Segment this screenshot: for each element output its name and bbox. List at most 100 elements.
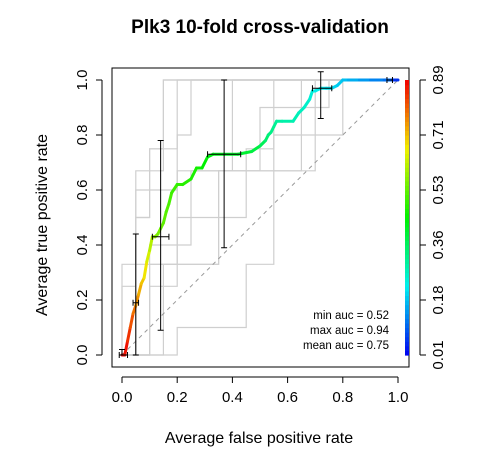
average-curve-segment <box>161 210 168 225</box>
chart-title: Plk3 10-fold cross-validation <box>131 17 389 38</box>
colorbar-segment <box>405 185 409 191</box>
y-tick-label: 0.8 <box>74 125 91 146</box>
y-axis-label: Average true positive rate <box>34 134 51 316</box>
colorbar-segment <box>405 80 409 86</box>
colorbar-segment <box>405 290 409 297</box>
error-bar-4 <box>207 79 242 249</box>
colorbar-segment <box>405 336 409 342</box>
average-curve-segment <box>189 166 199 181</box>
max-auc-annotation: max auc = 0.94 <box>310 325 390 337</box>
colorbar-segment <box>405 313 409 319</box>
average-curve-segment <box>302 97 312 109</box>
x-tick-label: 0.8 <box>332 389 353 406</box>
average-curve-segment <box>123 339 130 357</box>
colorbar-segment <box>405 245 409 251</box>
colorbar-segment <box>405 171 409 177</box>
average-curve-segment <box>167 191 174 206</box>
colorbar-segment <box>405 176 409 182</box>
average-curve-segment <box>145 249 152 263</box>
colorbar-segment <box>405 98 409 104</box>
average-curve-segment <box>250 144 262 153</box>
error-bar-1 <box>118 349 129 358</box>
colorbar <box>405 80 409 356</box>
colorbar-segment <box>405 148 409 154</box>
average-curve-segment <box>128 312 135 329</box>
y-tick-label: 0.2 <box>74 290 91 311</box>
colorbar-tick-label: 0.18 <box>430 285 447 314</box>
error-bar-5 <box>311 71 333 119</box>
x-tick-label: 0.4 <box>222 389 243 406</box>
x-tick-label: 0.2 <box>167 389 188 406</box>
colorbar-tick-label: 0.53 <box>430 175 447 204</box>
colorbar-segment <box>405 272 409 278</box>
average-curve-segment <box>137 282 143 296</box>
colorbar-segment <box>405 121 409 127</box>
colorbar-segment <box>405 203 409 209</box>
colorbar-segment <box>405 345 409 352</box>
min-auc-annotation: min auc = 0.52 <box>313 310 389 322</box>
colorbar-segment <box>405 190 409 196</box>
colorbar-segment <box>405 157 409 164</box>
colorbar-segment <box>405 144 409 150</box>
colorbar-segment <box>405 300 409 306</box>
y-axis: 0.0 0.2 0.4 0.6 0.8 1.0 <box>74 70 103 365</box>
colorbar-segment <box>405 286 409 292</box>
colorbar-tick-label: 0.01 <box>430 340 447 369</box>
colorbar-segment <box>405 322 409 329</box>
colorbar-tick-label: 0.89 <box>430 65 447 94</box>
colorbar-segment <box>405 304 409 310</box>
colorbar-segment <box>405 89 409 95</box>
colorbar-segment <box>405 350 409 356</box>
average-curve-segment <box>181 177 193 186</box>
colorbar-segment <box>405 341 409 347</box>
colorbar-segment <box>405 295 409 301</box>
colorbar-segment <box>405 162 409 168</box>
fold-curve-10 <box>122 79 398 356</box>
error-bar-2 <box>132 233 140 356</box>
colorbar-segment <box>405 226 409 232</box>
colorbar-segment <box>405 167 409 173</box>
average-curve-segment <box>142 260 149 280</box>
x-axis: 0.0 0.2 0.4 0.6 0.8 1.0 <box>112 376 408 406</box>
error-bars <box>118 71 393 358</box>
colorbar-segment <box>405 249 409 255</box>
colorbar-segment <box>405 217 409 223</box>
colorbar-segment <box>405 199 409 205</box>
colorbar-segment <box>405 93 409 99</box>
colorbar-segment <box>405 212 409 219</box>
colorbar-segment <box>405 222 409 228</box>
colorbar-segment <box>405 116 409 122</box>
colorbar-segment <box>405 277 409 283</box>
average-curve-segment <box>126 326 132 343</box>
colorbar-segment <box>405 332 409 338</box>
reference-diagonal-line <box>121 79 399 356</box>
average-curve-segment <box>200 155 210 170</box>
colorbar-segment <box>405 327 409 333</box>
colorbar-segment <box>405 208 409 214</box>
y-tick-label: 0.6 <box>74 180 91 201</box>
colorbar-segment <box>405 130 409 136</box>
colorbar-tick-label: 0.36 <box>430 230 447 259</box>
x-axis-label: Average false positive rate <box>165 430 353 447</box>
colorbar-segment <box>405 240 409 246</box>
y-tick-label: 1.0 <box>74 70 91 91</box>
colorbar-segment <box>405 180 409 187</box>
colorbar-segment <box>405 194 409 200</box>
fold-curve-8 <box>122 79 398 356</box>
mean-auc-annotation: mean auc = 0.75 <box>303 340 389 352</box>
colorbar-segment <box>405 112 409 118</box>
colorbar-segment <box>405 84 409 90</box>
colorbar-segment <box>405 281 409 287</box>
colorbar-tick-label: 0.71 <box>430 120 447 149</box>
colorbar-segment <box>405 231 409 237</box>
average-curve-segment <box>291 111 301 123</box>
average-curve-segment <box>170 183 179 195</box>
colorbar-segment <box>405 107 409 113</box>
y-tick-label: 0.4 <box>74 235 91 256</box>
x-tick-label: 0.0 <box>112 389 133 406</box>
colorbar-segment <box>405 318 409 324</box>
colorbar-segment <box>405 125 409 132</box>
colorbar-segment <box>405 153 409 159</box>
colorbar-segment <box>405 254 409 260</box>
